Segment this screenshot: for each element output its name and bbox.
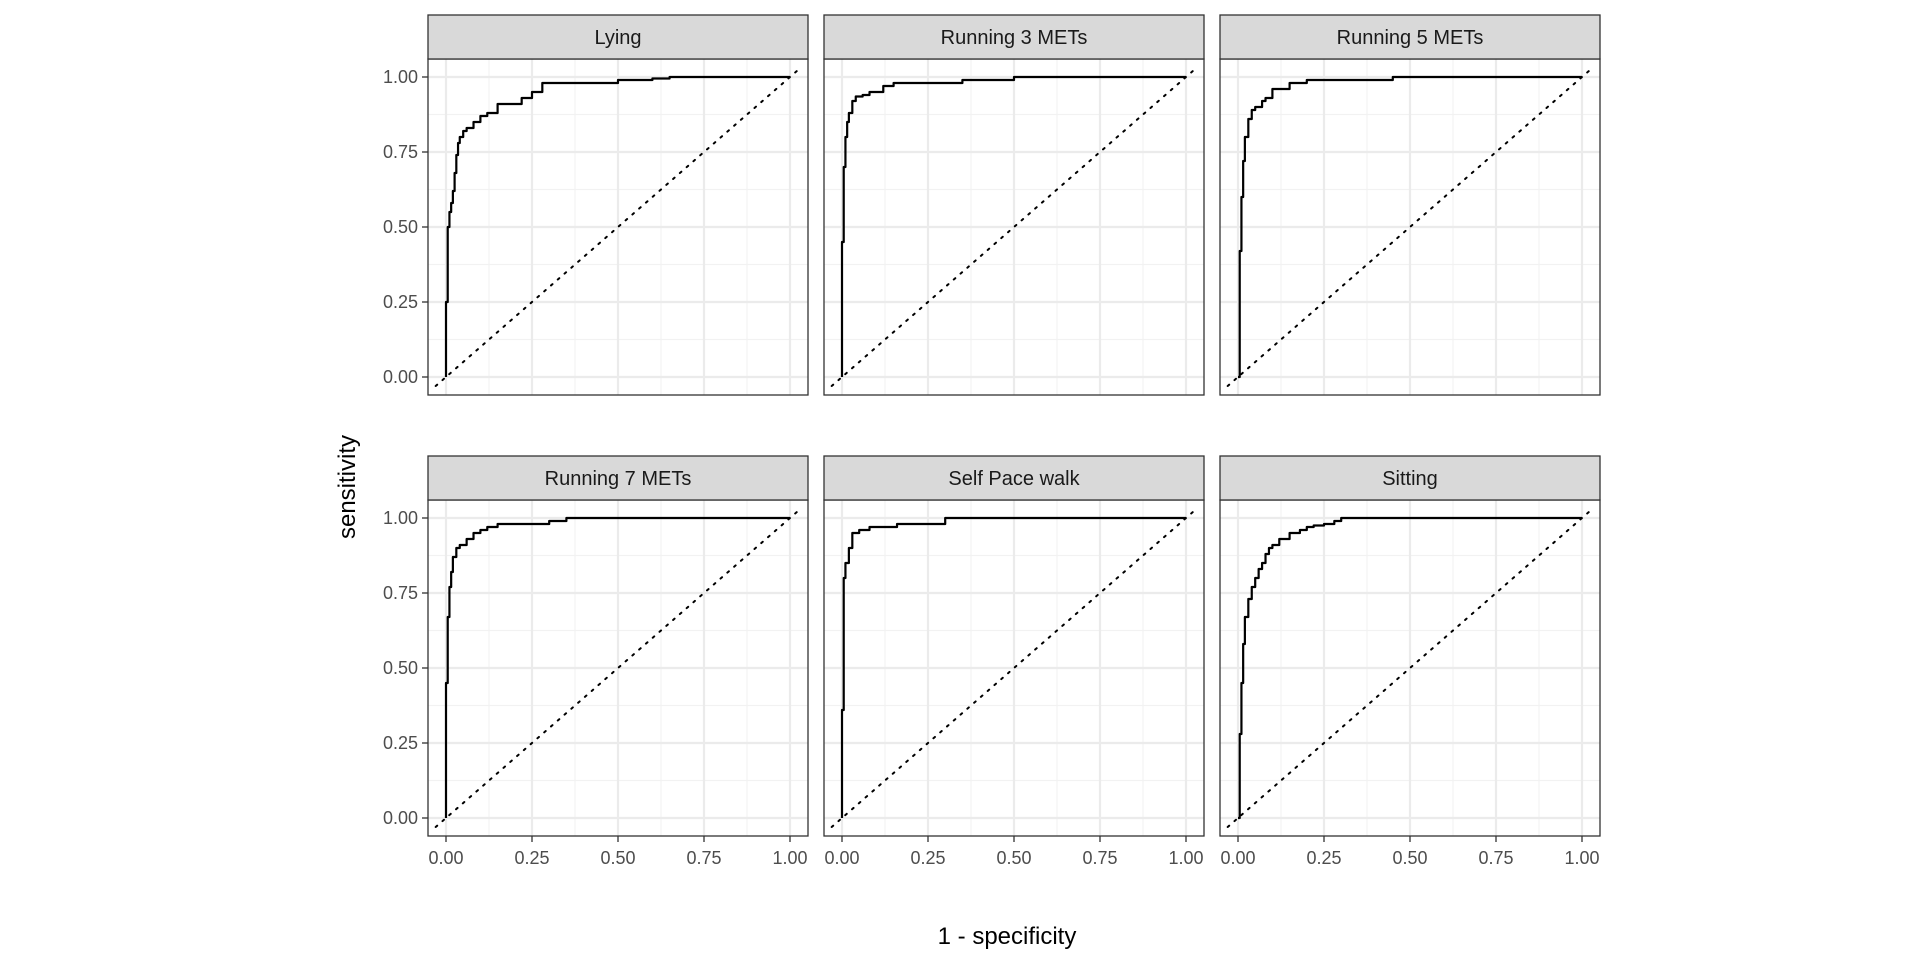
x-tick-label: 1.00 [1564, 848, 1599, 868]
y-tick-label: 0.50 [383, 217, 418, 237]
y-tick-label: 0.50 [383, 658, 418, 678]
strip-label: Sitting [1382, 468, 1438, 490]
y-tick-label: 0.25 [383, 733, 418, 753]
panel-self-pace-walk: Self Pace walk 0.00 0.25 0.50 0.75 1.00 [823, 455, 1205, 868]
y-tick-label: 0.25 [383, 292, 418, 312]
reference-diagonal [830, 67, 1198, 387]
strip-label: Lying [594, 27, 641, 49]
roc-curve [1238, 75, 1582, 379]
strip-label: Running 7 METs [545, 468, 692, 490]
strip-background [427, 455, 809, 501]
x-tick-label: 1.00 [772, 848, 807, 868]
x-tick-label: 0.50 [1392, 848, 1427, 868]
strip-label: Running 5 METs [1337, 27, 1484, 49]
x-tick-label: 0.75 [686, 848, 721, 868]
strip-background [1219, 455, 1601, 501]
y-tick-label: 0.00 [383, 808, 418, 828]
x-tick-label: 0.25 [514, 848, 549, 868]
reference-diagonal [830, 508, 1198, 828]
strip-label: Self Pace walk [948, 468, 1080, 490]
roc-curve [840, 516, 1186, 818]
strip-label: Running 3 METs [941, 27, 1088, 49]
x-tick-label: 0.25 [910, 848, 945, 868]
y-tick-label: 1.00 [383, 508, 418, 528]
y-tick-label: 0.75 [383, 583, 418, 603]
panels-layer: Lying 0.00 0.25 0.50 0.75 1.00 Running 3 METs R… [383, 14, 1601, 868]
panel-running-7-mets: Running 7 METs 0.00 0.25 0.50 0.75 1.00 0.00 0.… [383, 455, 809, 868]
reference-diagonal [1226, 67, 1594, 387]
panel-running-3-mets: Running 3 METs [823, 14, 1205, 396]
x-tick-label: 0.00 [428, 848, 463, 868]
panel-lying: Lying 0.00 0.25 0.50 0.75 1.00 [383, 14, 809, 396]
strip-background [427, 14, 809, 60]
reference-diagonal [1226, 508, 1594, 828]
panel-running-5-mets: Running 5 METs [1219, 14, 1601, 396]
roc-curve [444, 75, 790, 377]
roc-curve [840, 75, 1186, 377]
y-axis-title: sensitivity [334, 435, 361, 539]
strip-background [823, 455, 1205, 501]
y-tick-label: 0.00 [383, 367, 418, 387]
x-tick-label: 0.50 [600, 848, 635, 868]
reference-diagonal [434, 67, 802, 387]
strip-background [823, 14, 1205, 60]
x-tick-label: 0.75 [1478, 848, 1513, 868]
reference-diagonal [434, 508, 802, 828]
x-tick-label: 0.75 [1082, 848, 1117, 868]
x-axis-title: 1 - specificity [938, 923, 1077, 950]
roc-curve [1238, 516, 1582, 820]
roc-curve [444, 516, 790, 818]
strip-background [1219, 14, 1601, 60]
x-tick-label: 0.00 [1220, 848, 1255, 868]
x-tick-label: 1.00 [1168, 848, 1203, 868]
x-tick-label: 0.00 [824, 848, 859, 868]
x-tick-label: 0.50 [996, 848, 1031, 868]
x-tick-label: 0.25 [1306, 848, 1341, 868]
panel-sitting: Sitting 0.00 0.25 0.50 0.75 1.00 [1219, 455, 1601, 868]
y-tick-label: 0.75 [383, 142, 418, 162]
y-tick-label: 1.00 [383, 67, 418, 87]
